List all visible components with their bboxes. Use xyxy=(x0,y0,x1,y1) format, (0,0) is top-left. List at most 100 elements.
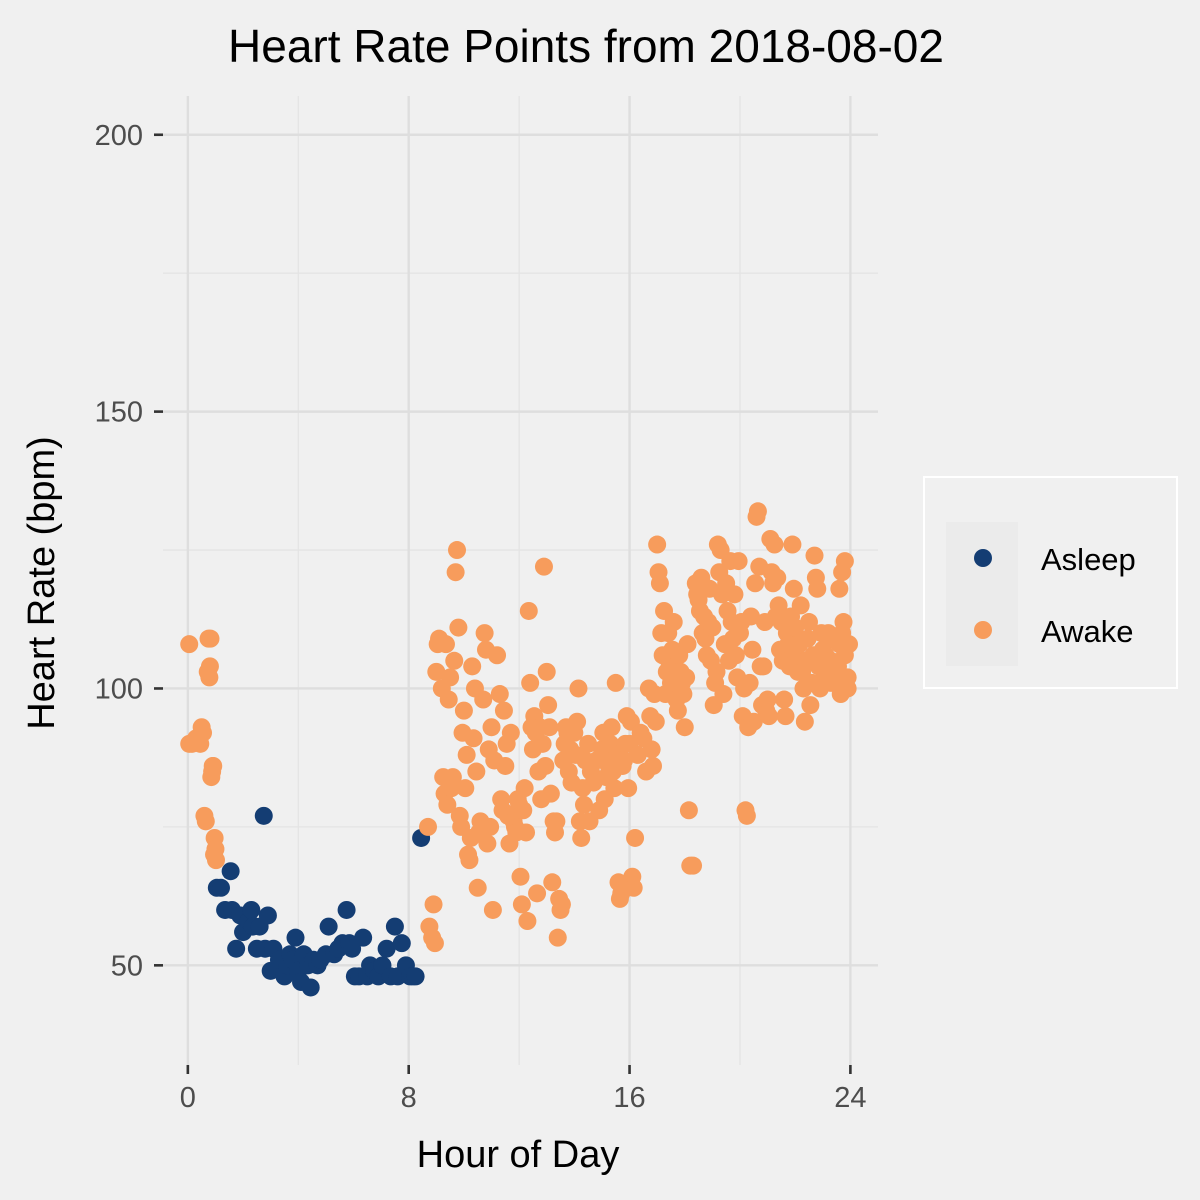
chart-title: Heart Rate Points from 2018-08-02 xyxy=(228,20,944,72)
point-awake xyxy=(801,696,820,715)
point-asleep xyxy=(354,928,373,947)
y-tick-label: 150 xyxy=(95,397,143,429)
point-awake xyxy=(574,795,593,814)
point-awake xyxy=(642,740,661,759)
point-awake xyxy=(668,701,687,720)
point-asleep xyxy=(286,928,305,947)
point-awake xyxy=(743,640,762,659)
point-awake xyxy=(784,579,803,598)
point-awake xyxy=(568,712,587,731)
point-awake xyxy=(824,629,843,648)
point-awake xyxy=(805,546,824,565)
point-awake xyxy=(744,712,763,731)
x-axis-title: Hour of Day xyxy=(417,1134,620,1176)
point-awake xyxy=(201,629,220,648)
point-awake xyxy=(494,701,513,720)
point-awake xyxy=(543,873,562,892)
point-awake xyxy=(703,618,722,637)
point-awake xyxy=(537,662,556,681)
point-awake xyxy=(456,779,475,798)
y-tick-label: 100 xyxy=(95,673,143,705)
point-awake xyxy=(534,557,553,576)
x-tick-label: 24 xyxy=(834,1082,866,1114)
point-awake xyxy=(828,657,847,676)
point-awake xyxy=(748,502,767,521)
point-awake xyxy=(464,729,483,748)
point-awake xyxy=(540,718,559,737)
point-awake xyxy=(514,801,533,820)
point-asleep xyxy=(406,967,425,986)
point-awake xyxy=(207,851,226,870)
point-awake xyxy=(648,535,667,554)
point-awake xyxy=(791,596,810,615)
point-awake xyxy=(454,701,473,720)
point-awake xyxy=(679,801,698,820)
point-awake xyxy=(795,712,814,731)
point-awake xyxy=(512,895,531,914)
point-asleep xyxy=(343,939,362,958)
point-asleep xyxy=(385,917,404,936)
point-awake xyxy=(714,685,733,704)
point-awake xyxy=(196,812,215,831)
point-awake xyxy=(765,535,784,554)
legend-label-awake: Awake xyxy=(1041,614,1134,649)
x-tick-label: 8 xyxy=(401,1082,417,1114)
point-asleep xyxy=(258,906,277,925)
point-awake xyxy=(467,762,486,781)
point-awake xyxy=(664,613,683,632)
point-awake xyxy=(579,734,598,753)
point-awake xyxy=(536,756,555,775)
point-awake xyxy=(457,745,476,764)
legend-key-awake xyxy=(974,621,992,639)
point-awake xyxy=(726,646,745,665)
point-asleep xyxy=(301,978,320,997)
point-asleep xyxy=(377,939,396,958)
point-awake xyxy=(547,812,566,831)
point-awake xyxy=(478,834,497,853)
point-awake xyxy=(518,912,537,931)
point-awake xyxy=(831,685,850,704)
point-awake xyxy=(675,718,694,737)
point-awake xyxy=(602,718,621,737)
point-awake xyxy=(468,878,487,897)
point-awake xyxy=(446,563,465,582)
point-awake xyxy=(515,779,534,798)
point-awake xyxy=(427,662,446,681)
point-awake xyxy=(441,668,460,687)
x-tick-label: 16 xyxy=(613,1082,645,1114)
point-awake xyxy=(483,900,502,919)
point-awake xyxy=(474,690,493,709)
point-awake xyxy=(746,574,765,593)
point-awake xyxy=(445,651,464,670)
point-awake xyxy=(707,662,726,681)
point-awake xyxy=(539,696,558,715)
point-awake xyxy=(619,779,638,798)
point-awake xyxy=(449,618,468,637)
point-asleep xyxy=(221,862,240,881)
point-awake xyxy=(448,541,467,560)
point-awake xyxy=(740,673,759,692)
legend: Asleep Awake xyxy=(923,476,1178,689)
point-awake xyxy=(548,928,567,947)
point-awake xyxy=(180,635,199,654)
point-awake xyxy=(674,685,693,704)
point-awake xyxy=(443,768,462,787)
point-awake xyxy=(496,756,515,775)
point-awake xyxy=(424,895,443,914)
point-awake xyxy=(775,690,794,709)
point-awake xyxy=(769,596,788,615)
point-awake xyxy=(615,751,634,770)
point-awake xyxy=(481,817,500,836)
point-awake xyxy=(830,579,849,598)
point-awake xyxy=(626,828,645,847)
point-awake xyxy=(798,629,817,648)
point-awake xyxy=(533,734,552,753)
point-awake xyxy=(737,806,756,825)
point-awake xyxy=(475,624,494,643)
point-awake xyxy=(194,723,213,742)
point-awake xyxy=(419,817,438,836)
y-axis-title: Heart Rate (bpm) xyxy=(21,436,63,730)
point-awake xyxy=(200,657,219,676)
point-awake xyxy=(624,878,643,897)
